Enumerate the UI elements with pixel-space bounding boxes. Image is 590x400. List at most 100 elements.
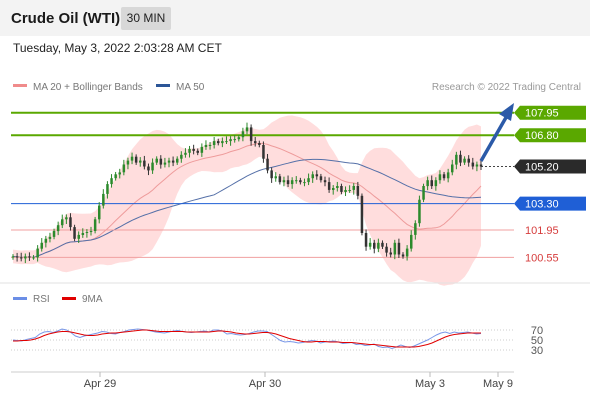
candle-body <box>438 174 442 181</box>
candle-body <box>233 139 236 141</box>
candle-body <box>130 156 134 161</box>
instrument-title: Crude Oil (WTI) <box>11 10 121 27</box>
level-label: 103.30 <box>525 199 559 211</box>
level-label: 105.20 <box>525 161 559 173</box>
candle-body <box>155 158 158 163</box>
candle-body <box>422 186 425 200</box>
candle-body <box>196 150 199 153</box>
candle-body <box>11 256 15 258</box>
level-labels-group: 107.95 106.80 103.30 101.95 100.55 105.20 <box>514 105 586 264</box>
ma9-legend-swatch <box>62 297 76 300</box>
candle-body <box>327 182 331 190</box>
rsi-line <box>12 328 482 350</box>
candle-body <box>459 154 462 163</box>
candle-body <box>184 152 187 155</box>
candle-body <box>479 164 483 167</box>
candle-body <box>311 174 314 179</box>
candle-body <box>122 164 126 173</box>
candle-body <box>28 256 31 258</box>
candle-body <box>32 257 35 259</box>
candle-body <box>319 176 323 181</box>
candle-body <box>278 176 282 183</box>
candle-body <box>414 223 417 235</box>
candle-body <box>249 127 253 142</box>
candle-body <box>254 141 257 144</box>
candle-body <box>323 180 327 183</box>
candle-body <box>332 188 335 190</box>
candle-body <box>471 162 475 167</box>
candle-body <box>167 160 171 163</box>
candle-body <box>221 141 224 144</box>
candle-body <box>98 205 101 220</box>
candle-body <box>446 172 450 179</box>
candle-body <box>410 234 413 249</box>
rsi-legend-label: RSI <box>33 294 50 305</box>
candle-body <box>20 257 23 259</box>
candle-body <box>139 160 142 163</box>
candle-body <box>217 141 220 144</box>
x-tick-label: May 9 <box>483 378 513 390</box>
candle-body <box>69 217 72 228</box>
candle-body <box>118 172 121 175</box>
candle-body <box>245 127 249 132</box>
forecast-arrow-line <box>479 113 510 162</box>
candle-body <box>290 180 294 185</box>
candle-body <box>110 178 113 185</box>
candle-body <box>192 148 195 151</box>
candle-body <box>106 184 109 194</box>
level-label: 100.55 <box>525 252 559 264</box>
candle-body <box>36 248 39 258</box>
candle-body <box>266 158 269 171</box>
candle-body <box>393 242 397 255</box>
candle-body <box>159 158 163 165</box>
chart-timestamp: Tuesday, May 3, 2022 2:03:28 AM CET <box>13 41 222 55</box>
level-label: 107.95 <box>525 108 559 120</box>
level-label-bg <box>514 196 586 211</box>
chart-header: Crude Oil (WTI) 30 MIN <box>0 0 590 36</box>
candle-body <box>430 180 433 187</box>
x-tick-label: Apr 29 <box>84 378 116 390</box>
candle-body <box>143 160 146 167</box>
candle-body <box>295 180 298 182</box>
candle-body <box>237 137 241 140</box>
x-axis-group: Apr 29 Apr 30 May 3 May 9 <box>84 372 513 390</box>
candle-body <box>475 164 479 167</box>
candle-body <box>147 166 150 171</box>
candle-body <box>48 236 52 239</box>
ma50-legend-label: MA 50 <box>176 82 205 93</box>
candle-body <box>455 154 458 165</box>
rsi-tick-label: 30 <box>531 345 543 357</box>
candle-body <box>40 242 43 249</box>
level-label: 101.95 <box>525 225 559 237</box>
ma20-legend-swatch <box>13 84 27 87</box>
candle-body <box>270 170 273 179</box>
candle-body <box>61 219 64 226</box>
candle-body <box>24 256 27 259</box>
candle-body <box>405 248 409 257</box>
bollinger-band-group <box>12 115 482 286</box>
candle-body <box>463 158 466 163</box>
bollinger-band <box>13 115 481 286</box>
candle-body <box>385 246 388 253</box>
candle-body <box>52 231 56 237</box>
timeframe-badge[interactable]: 30 MIN <box>121 7 171 30</box>
level-label-bg <box>514 159 586 174</box>
candle-body <box>426 180 429 187</box>
candle-body <box>15 256 19 258</box>
candle-body <box>225 141 228 143</box>
candle-body <box>418 199 421 224</box>
candle-body <box>44 238 48 243</box>
rsi-legend-swatch <box>13 297 27 300</box>
candle-body <box>188 148 191 153</box>
candle-body <box>200 146 204 153</box>
candle-body <box>282 180 286 183</box>
ma9-legend-label: 9MA <box>82 294 103 305</box>
candle-body <box>176 158 179 163</box>
x-tick-label: May 3 <box>415 378 445 390</box>
candle-body <box>397 242 401 255</box>
level-label: 106.80 <box>525 130 559 142</box>
candle-body <box>171 160 175 163</box>
candle-body <box>381 242 384 247</box>
candle-body <box>81 233 85 235</box>
